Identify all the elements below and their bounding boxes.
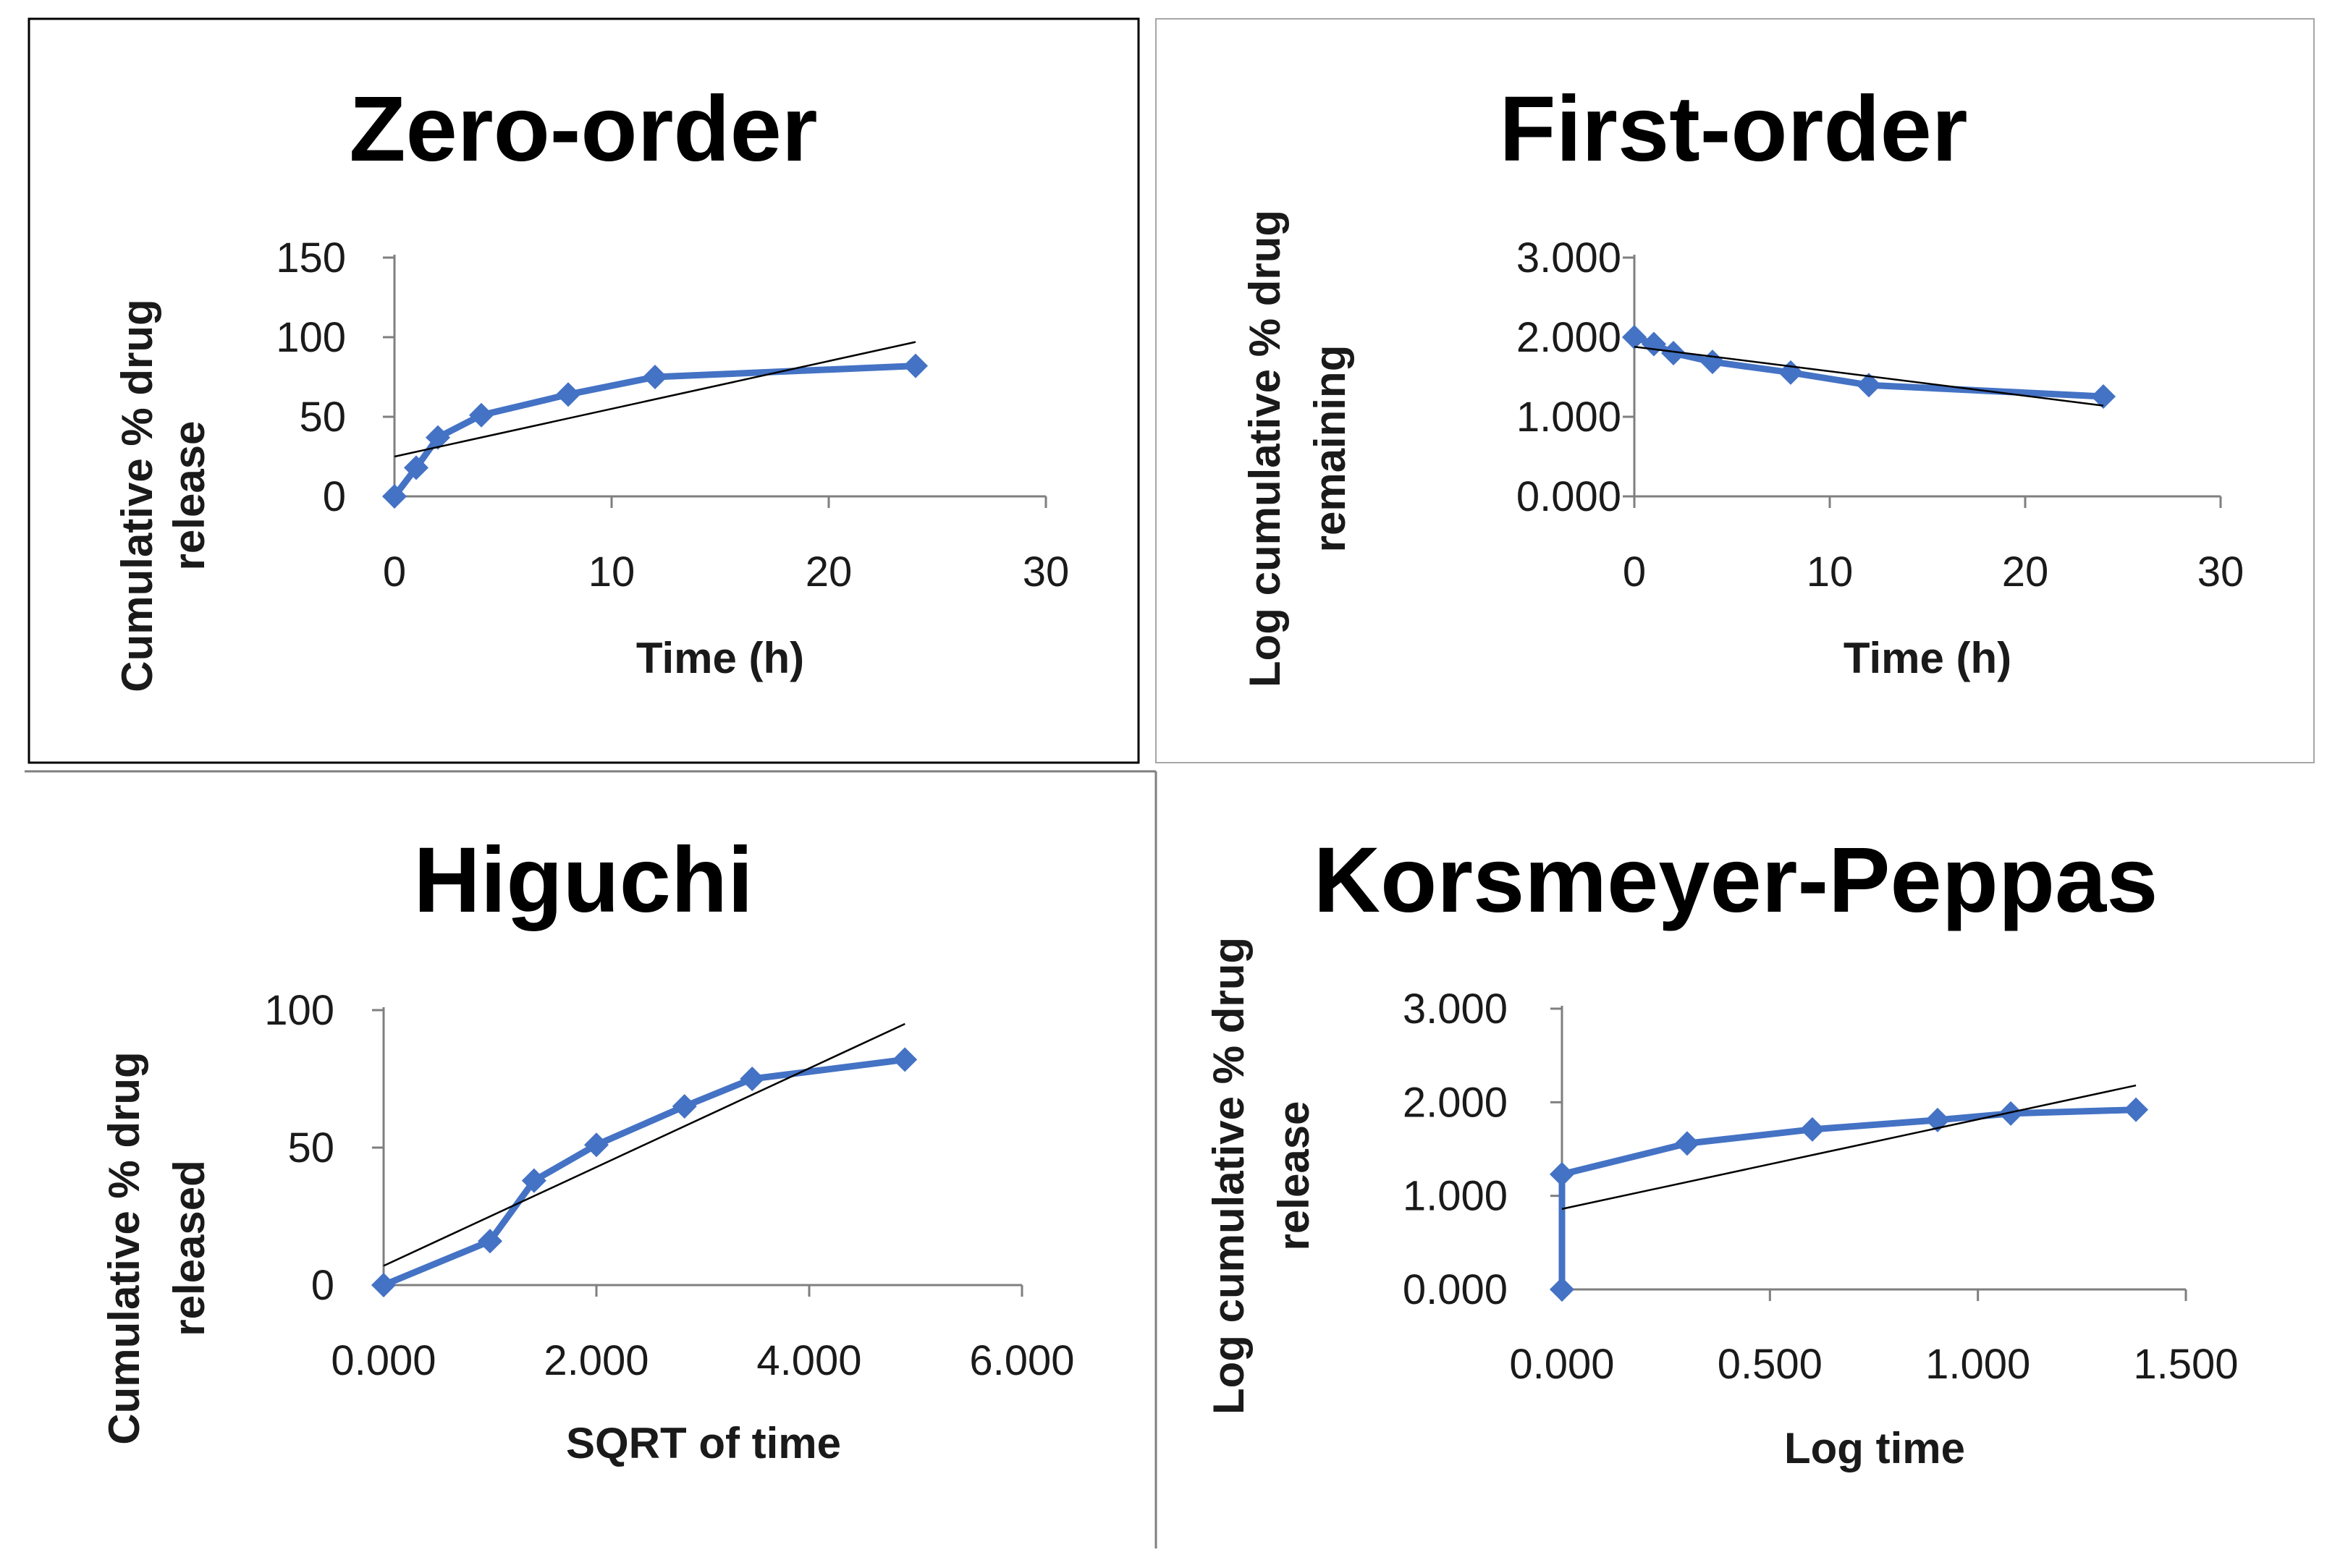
data-point [1674, 1131, 1699, 1156]
x-tick-label: 0 [383, 548, 406, 596]
chart-title: Higuchi [413, 829, 753, 932]
data-point [1622, 325, 1647, 349]
x-tick-label: 20 [806, 548, 853, 596]
y-axis-label: Log cumulative % drug release [1204, 937, 1318, 1415]
data-point [1857, 373, 1881, 398]
data-point [584, 1132, 609, 1158]
x-tick-label: 2.000 [544, 1337, 649, 1384]
y-axis-label: Cumulative % drug release [113, 299, 214, 692]
data-point [740, 1067, 765, 1091]
series-line [1558, 1106, 2137, 1289]
data-point [426, 425, 450, 450]
trendline [1561, 1084, 2137, 1210]
data-point [1778, 360, 1803, 385]
y-tick-label: 3.000 [1403, 986, 1508, 1033]
data-point [382, 484, 407, 509]
x-tick-label: 10 [588, 548, 635, 596]
data-point [1550, 1277, 1574, 1302]
series-line [382, 1056, 905, 1289]
data-point [892, 1047, 918, 1072]
y-tick-label: 1.000 [1403, 1173, 1508, 1220]
chart-title: Zero-order [349, 77, 817, 181]
data-point [672, 1094, 697, 1119]
y-axis-label-line: release [165, 421, 214, 571]
x-tick-label: 0.000 [331, 1337, 436, 1384]
trendline [383, 1022, 905, 1267]
x-tick-label: 6.000 [969, 1337, 1074, 1384]
data-point [903, 353, 928, 378]
y-axis-label-line: Cumulative % drug [100, 1051, 148, 1444]
y-axis-label-line: Log cumulative % drug [1204, 937, 1253, 1415]
panel-border-first-order [1155, 18, 2315, 763]
x-tick-label: 20 [2002, 548, 2049, 596]
y-tick-label: 1.000 [1516, 394, 1621, 441]
data-point [469, 402, 494, 428]
data-point [1998, 1101, 2024, 1126]
data-point [2091, 383, 2116, 409]
y-tick-label: 2.000 [1516, 314, 1621, 361]
y-axis-label-line: Cumulative % drug [113, 299, 161, 692]
x-tick-label: 0.500 [1718, 1341, 1823, 1388]
data-point [556, 382, 580, 407]
x-axis-label: Time (h) [636, 634, 804, 682]
trendline [1634, 345, 2104, 407]
x-tick-label: 30 [2197, 548, 2244, 596]
x-tick-label: 1.500 [2133, 1341, 2238, 1388]
x-tick-label: 1.000 [1925, 1341, 2030, 1388]
y-tick-label: 0 [311, 1262, 334, 1309]
x-tick-label: 0 [1623, 548, 1646, 596]
data-point [1700, 349, 1725, 375]
panel-border-zero-order [28, 17, 1140, 764]
chart-title: First-order [1499, 77, 1967, 181]
y-tick-label: 150 [276, 234, 346, 281]
data-point [404, 455, 428, 480]
y-axis-label-line: release [1270, 1101, 1318, 1251]
y-tick-label: 50 [299, 394, 346, 441]
x-axis-label: Log time [1784, 1424, 1965, 1472]
trendline [394, 341, 916, 458]
y-axis-label-line: released [165, 1160, 214, 1336]
data-point [478, 1229, 502, 1254]
chart-title: Korsmeyer-Peppas [1314, 829, 2158, 932]
y-tick-label: 50 [287, 1124, 334, 1171]
data-point [643, 365, 667, 389]
y-tick-label: 100 [276, 314, 346, 361]
y-tick-label: 0.000 [1403, 1266, 1508, 1313]
y-axis-label-line: Log cumulative % drug [1241, 210, 1289, 687]
x-tick-label: 30 [1023, 548, 1070, 596]
x-tick-label: 4.000 [756, 1337, 861, 1384]
x-axis-label: Time (h) [1844, 634, 2011, 682]
data-point [1661, 341, 1686, 365]
data-point [521, 1168, 546, 1193]
chart-higuchi: Higuchi 0 50 100 0.000 2.000 4.000 6.000 Cumul… [100, 829, 1075, 1467]
y-axis-label: Cumulative % drug released [100, 1051, 214, 1444]
y-axis-label: Log cumulative % drug remaining [1241, 210, 1354, 687]
chart-zero-order: Zero-order 0 50 100 150 0 10 20 30 Cumulative %… [113, 77, 1069, 692]
data-point [371, 1273, 396, 1297]
data-point [1550, 1161, 1574, 1187]
x-tick-label: 0.000 [1509, 1341, 1614, 1388]
y-tick-label: 0 [323, 473, 346, 520]
y-axis-label-line: remaining [1306, 345, 1354, 553]
y-tick-label: 0.000 [1516, 473, 1621, 520]
x-tick-label: 10 [1807, 548, 1854, 596]
x-axis-label: SQRT of time [566, 1419, 841, 1467]
data-point [1799, 1116, 1825, 1142]
y-tick-label: 3.000 [1516, 234, 1621, 281]
data-point [2124, 1097, 2149, 1122]
chart-korsmeyer-peppas: Korsmeyer-Peppas 0.000 1.000 2.000 3.000 0.0… [1204, 829, 2239, 1472]
y-tick-label: 2.000 [1403, 1079, 1508, 1126]
y-tick-label: 100 [264, 987, 334, 1034]
